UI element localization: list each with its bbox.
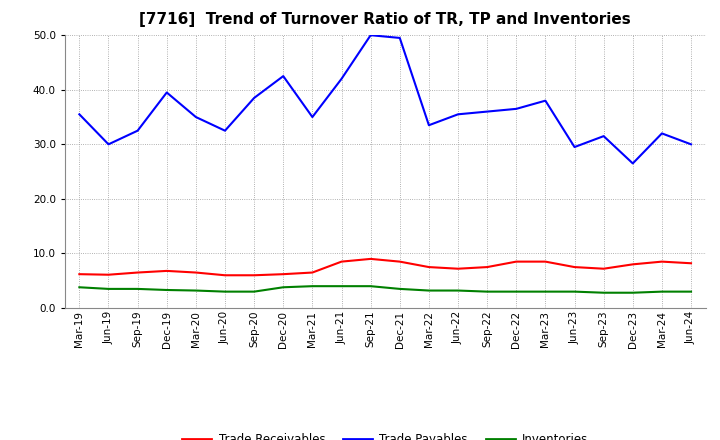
Title: [7716]  Trend of Turnover Ratio of TR, TP and Inventories: [7716] Trend of Turnover Ratio of TR, TP… [140,12,631,27]
Legend: Trade Receivables, Trade Payables, Inventories: Trade Receivables, Trade Payables, Inven… [177,429,593,440]
